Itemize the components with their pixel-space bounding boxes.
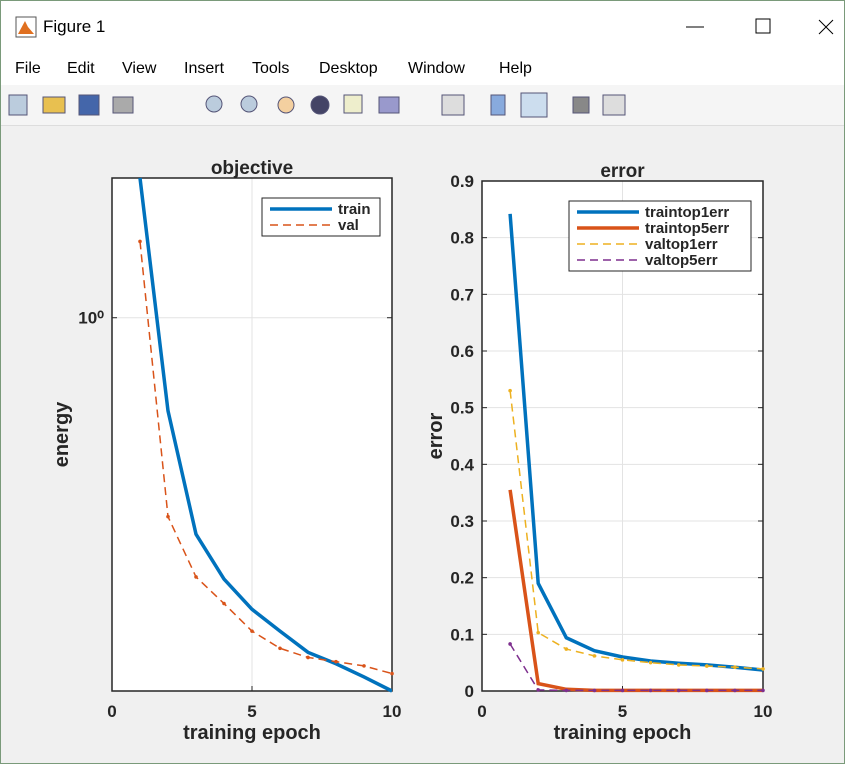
menu-item[interactable]: Edit [67,60,95,77]
menu-item[interactable]: File [15,60,41,77]
y-tick-label: 0.7 [450,285,474,304]
data-point [166,514,170,519]
legend-label: valtop1err [645,236,718,253]
chart-title: error [600,161,645,182]
data-point [508,388,512,393]
x-axis-label: training epoch [554,722,692,744]
data-point [648,688,653,693]
title-bar: Figure 1 [1,1,844,51]
legend-box [261,197,381,237]
toolbar-icons[interactable] [1,85,845,125]
data-point [306,655,310,660]
x-tick-label: 5 [247,702,256,721]
legend-label: val [338,217,359,234]
x-tick-label: 10 [754,702,773,721]
y-tick-label: 0.4 [450,455,474,474]
y-tick-label: 0.2 [450,569,474,588]
plot-area: 0 5 10 10⁰ objective training epoch energy trai… [51,158,773,744]
y-tick-label: 10⁰ [78,309,104,328]
legend-label: train [338,201,371,218]
data-point [536,630,540,635]
data-point [362,664,366,668]
toolbar [1,85,844,126]
series-line [139,241,392,675]
window-title: Figure 1 [43,17,106,36]
series-line [509,390,763,670]
x-axis-label: training epoch [183,722,321,744]
menu-item[interactable]: Window [408,60,465,77]
legend-label: valtop5err [645,252,718,269]
window-controls[interactable] [664,1,844,51]
legend-label: traintop5err [645,220,729,237]
data-point [592,654,597,658]
data-point [564,647,569,651]
data-point [564,688,569,693]
y-axis-label: energy [51,401,73,467]
data-point [390,671,394,676]
menu-item[interactable]: Insert [184,60,225,77]
data-point [676,663,681,667]
menu-item[interactable]: Desktop [319,60,378,77]
data-point [705,688,709,693]
data-point [761,688,765,693]
chart-title: objective [211,158,293,179]
x-tick-label: 0 [107,702,116,721]
data-point [648,660,653,665]
data-point [620,658,625,662]
y-tick-label: 0.1 [450,625,474,644]
axes-box [111,177,393,692]
data-point [250,629,254,633]
data-point [620,688,625,693]
data-point [334,659,338,664]
data-point [676,688,681,693]
data-point [508,642,512,646]
data-point [194,575,198,579]
data-point [761,667,765,671]
y-tick-label: 0.5 [450,399,474,418]
y-axis-label: error [425,412,447,459]
series-line [509,643,763,692]
data-point [138,239,142,244]
series-line [138,177,392,693]
data-point [733,665,737,669]
data-point [705,664,709,668]
data-point [278,646,282,651]
y-tick-label: 0 [465,682,474,701]
legend-label: traintop1err [645,204,729,221]
y-tick-label: 0.3 [450,512,474,531]
data-point [733,688,737,693]
y-tick-label: 0.8 [450,229,474,248]
menu-item[interactable]: Help [499,60,532,77]
x-tick-label: 10 [383,702,402,721]
y-tick-label: 0.6 [450,342,474,361]
x-tick-label: 5 [618,702,627,721]
data-point [536,688,540,692]
data-point [592,688,597,693]
y-tick-label: 0.9 [450,172,474,191]
menu-item[interactable]: Tools [252,60,290,77]
menu-bar: File Edit View Insert Tools Desktop Window Help [1,51,844,85]
app-icon [15,16,37,38]
x-tick-label: 0 [477,702,486,721]
menu-item[interactable]: View [122,60,157,77]
data-point [222,601,226,606]
